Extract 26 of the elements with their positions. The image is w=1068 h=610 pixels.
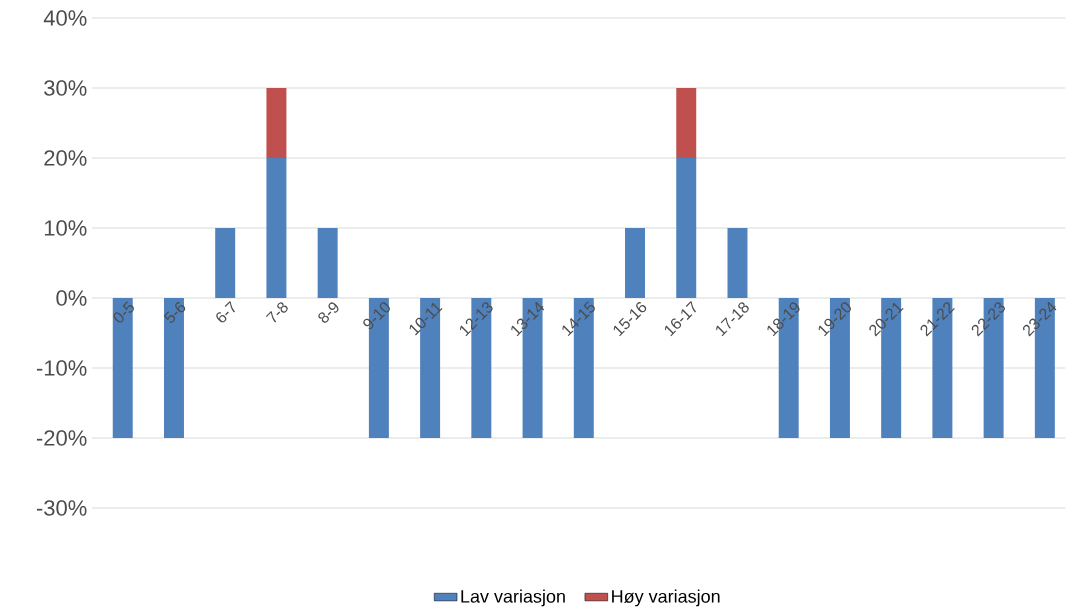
y-tick-label: -30% <box>36 500 87 516</box>
y-tick-label: 0% <box>56 290 87 306</box>
bar <box>266 158 287 299</box>
bar <box>727 228 748 299</box>
x-tick-label: 0-5 <box>113 301 134 323</box>
bar <box>625 228 646 299</box>
legend-label: Høy variasjon <box>612 589 720 607</box>
y-tick-label: -20% <box>36 430 87 446</box>
bar <box>215 228 236 299</box>
y-tick-label: 30% <box>44 80 87 96</box>
bar <box>266 88 287 159</box>
y-tick-label: 40% <box>43 10 87 26</box>
y-tick-label: -10% <box>36 360 87 376</box>
x-tick-label: 5-6 <box>163 302 186 323</box>
y-tick-label: 10% <box>44 220 87 236</box>
x-tick-label: 6-7 <box>216 300 235 323</box>
legend-label: Lav variasjon <box>461 589 565 607</box>
x-tick-label: 8-9 <box>318 302 339 323</box>
bar <box>317 228 338 299</box>
bar <box>112 298 133 439</box>
x-tick-label: 7-8 <box>265 302 288 323</box>
x-tick-label: 9-10 <box>363 302 390 330</box>
bar <box>676 88 697 159</box>
bar <box>163 298 184 439</box>
y-tick-label: 20% <box>44 150 87 166</box>
bar <box>676 158 697 299</box>
